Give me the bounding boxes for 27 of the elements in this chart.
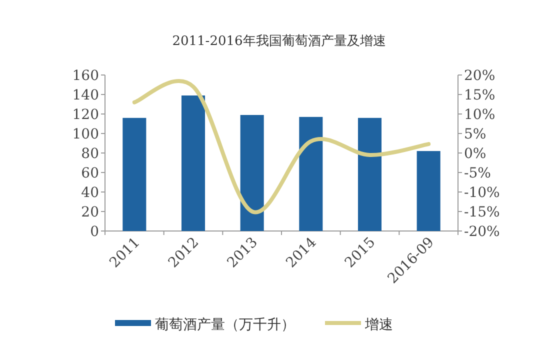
y2-tick-label: -10%: [464, 185, 500, 201]
bar: [299, 116, 323, 231]
y2-tick-label: 15%: [464, 88, 496, 104]
y2-tick-label: 20%: [464, 68, 496, 84]
y-tick-label: 140: [72, 88, 99, 104]
legend-label: 葡萄酒产量（万千升）: [155, 317, 295, 333]
bar: [181, 95, 206, 231]
y-tick-label: 160: [72, 68, 99, 84]
bar: [240, 114, 264, 231]
legend-label: 增速: [364, 317, 393, 333]
y-tick-label: 60: [81, 166, 99, 182]
bar: [358, 118, 382, 231]
y-tick-label: 0: [90, 224, 99, 240]
y-tick-label: 100: [72, 126, 99, 142]
bar: [122, 118, 146, 231]
y-tick-label: 40: [81, 185, 99, 201]
y2-tick-label: -20%: [464, 224, 500, 240]
y-tick-label: 20: [81, 204, 99, 220]
y-tick-label: 80: [81, 146, 99, 162]
y2-tick-label: -15%: [464, 204, 500, 220]
bar: [416, 151, 440, 231]
y2-tick-label: 0%: [464, 146, 486, 162]
y2-tick-label: -5%: [464, 166, 491, 182]
y2-tick-label: 5%: [464, 126, 486, 142]
chart-title: 2011-2016年我国葡萄酒产量及增速: [172, 34, 386, 49]
y-tick-label: 120: [72, 107, 99, 123]
y2-tick-label: 10%: [464, 107, 496, 123]
